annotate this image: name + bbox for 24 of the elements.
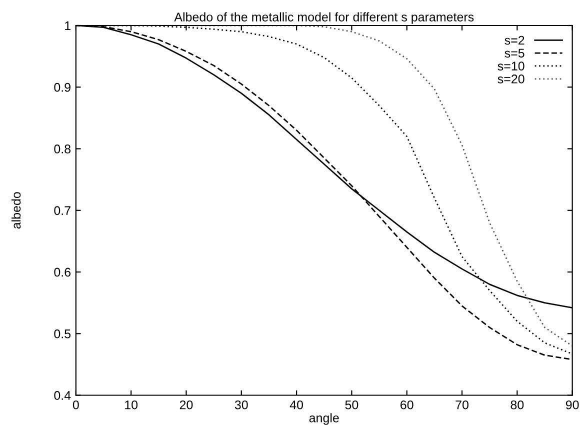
y-tick-label: 0.5 bbox=[54, 329, 71, 338]
x-tick-label: 10 bbox=[125, 400, 138, 410]
x-tick-label: 60 bbox=[400, 400, 414, 410]
x-axis-title: angle bbox=[309, 413, 339, 425]
x-tick-label: 0 bbox=[72, 400, 79, 410]
legend-label: s=5 bbox=[504, 48, 524, 58]
y-tick-label: 0.4 bbox=[54, 391, 71, 400]
y-tick-label: 0.7 bbox=[54, 206, 70, 216]
x-tick-label: 50 bbox=[345, 400, 358, 410]
legend-label: s=10 bbox=[498, 62, 524, 70]
y-axis-title: albedo bbox=[11, 192, 21, 229]
x-tick-label: 20 bbox=[180, 400, 193, 410]
x-tick-label: 80 bbox=[510, 400, 524, 410]
legend-label: s=20 bbox=[498, 74, 524, 84]
y-tick-label: 0.6 bbox=[54, 268, 71, 277]
chart-title: Albedo of the metallic model for different s parameters bbox=[174, 12, 474, 24]
x-tick-label: 30 bbox=[234, 400, 248, 410]
x-tick-label: 70 bbox=[456, 400, 468, 410]
y-tick-label: 0.9 bbox=[54, 82, 70, 92]
y-tick-label: 1 bbox=[65, 21, 70, 30]
x-tick-label: 90 bbox=[566, 400, 579, 410]
y-tick-label: 0.8 bbox=[54, 144, 71, 154]
legend-label: s=2 bbox=[504, 36, 524, 45]
x-tick-label: 40 bbox=[290, 400, 304, 410]
